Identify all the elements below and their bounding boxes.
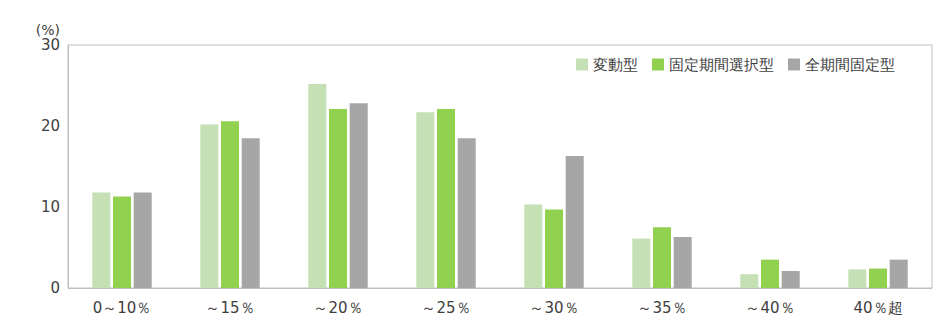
svg-text:～20％: ～20％: [313, 299, 362, 317]
svg-text:～40％: ～40％: [745, 299, 794, 317]
svg-text:20: 20: [41, 117, 60, 135]
svg-text:～35％: ～35％: [637, 299, 686, 317]
svg-text:0～10％: 0～10％: [93, 299, 152, 317]
svg-text:～25％: ～25％: [421, 299, 470, 317]
svg-text:40％超: 40％超: [853, 299, 902, 317]
svg-text:0: 0: [50, 279, 60, 297]
svg-text:～15％: ～15％: [205, 299, 254, 317]
svg-text:10: 10: [41, 198, 60, 216]
svg-text:固定期間選択型: 固定期間選択型: [669, 56, 774, 74]
svg-text:30: 30: [41, 36, 60, 54]
svg-text:全期間固定型: 全期間固定型: [805, 56, 895, 74]
svg-text:変動型: 変動型: [593, 56, 638, 74]
svg-text:～30％: ～30％: [529, 299, 578, 317]
